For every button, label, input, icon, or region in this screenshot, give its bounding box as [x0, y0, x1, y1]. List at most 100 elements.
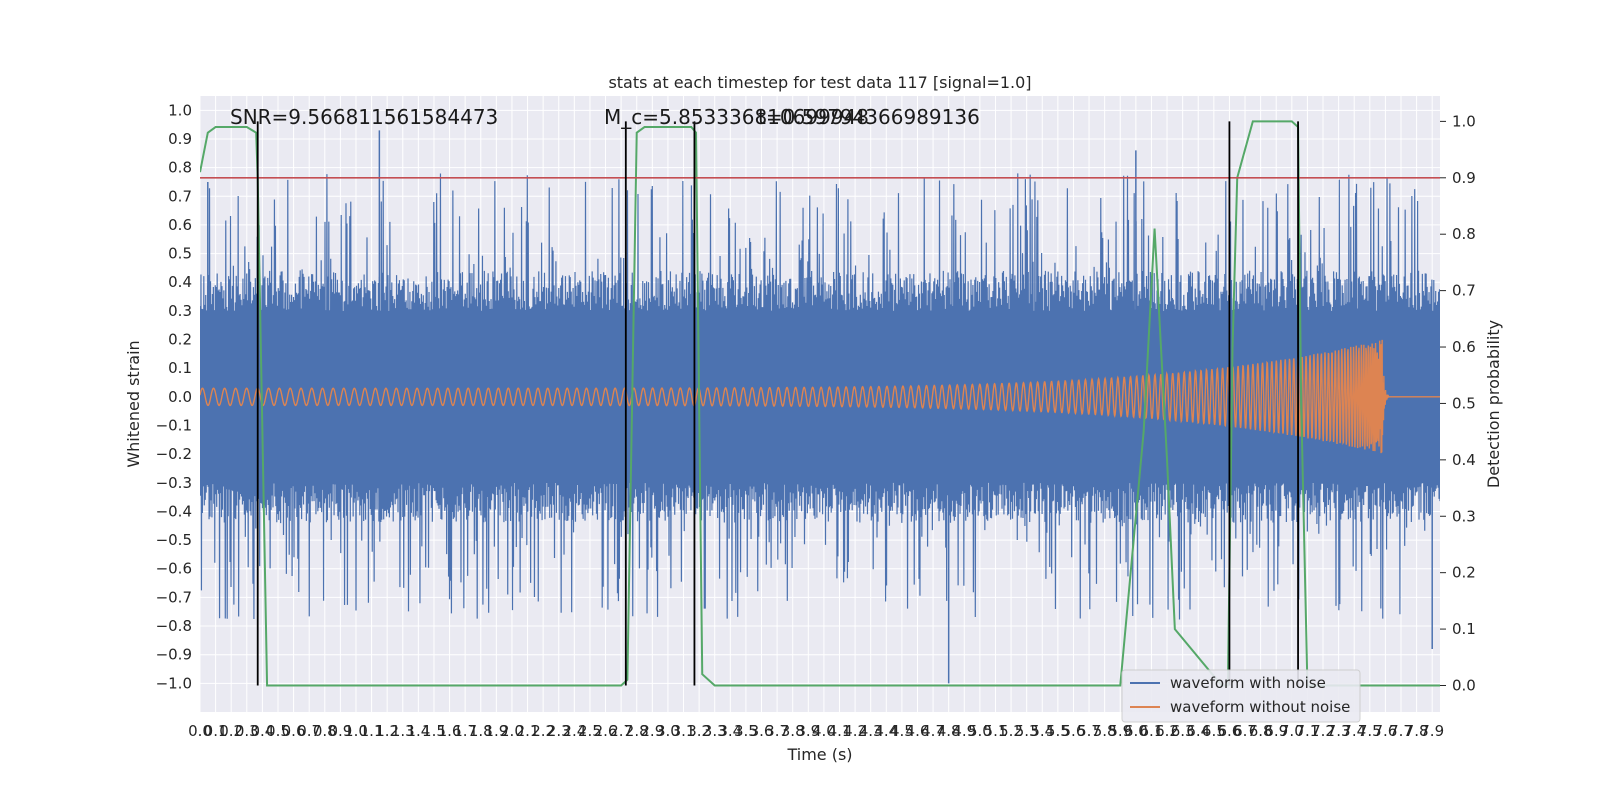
- left-tick-labels: −1.0 −0.9 −0.8 −0.7 −0.6 −0.5 −0.4 −0.3 −0.2 −0.1…: [156, 101, 192, 692]
- x-tick-label: 4.1: [828, 722, 852, 740]
- x-tick-label: 2.9: [640, 722, 664, 740]
- x-tick-label: 4.2: [843, 722, 867, 740]
- x-tick-label: 2.1: [516, 722, 540, 740]
- chirp-mass-annotation: M_c=5.853336810699948: [604, 105, 869, 129]
- right-tick-label: 0.5: [1452, 394, 1476, 412]
- x-tick-label: 2.6: [594, 722, 618, 740]
- left-tick-label: 0.5: [168, 245, 192, 263]
- x-tick-label: 1.7: [453, 722, 477, 740]
- x-tick-label: 5.7: [1077, 722, 1101, 740]
- right-tick-label: 0.4: [1452, 451, 1476, 469]
- right-tick-label: 0.2: [1452, 564, 1476, 582]
- x-tick-label: 1.6: [438, 722, 462, 740]
- left-tick-label: 0.4: [168, 273, 192, 291]
- x-tick-label: 5.8: [1093, 722, 1117, 740]
- x-tick-label: 0.2: [219, 722, 243, 740]
- x-tick-label: 6.2: [1155, 722, 1179, 740]
- left-tick-label: 0.1: [168, 359, 192, 377]
- legend: waveform with noise waveform without noi…: [1121, 669, 1361, 723]
- x-tick-label: 1.2: [375, 722, 399, 740]
- markers-layer: [256, 121, 1299, 686]
- time-annotation: t=0.59794366989136: [758, 105, 980, 129]
- x-tick-label: 2.0: [500, 722, 524, 740]
- x-tick-label: 4.3: [859, 722, 883, 740]
- x-tick-label: 6.0: [1124, 722, 1148, 740]
- x-tick-label: 4.9: [952, 722, 976, 740]
- left-tick-label: −0.3: [156, 474, 192, 492]
- x-tick-label: 7.0: [1280, 722, 1304, 740]
- x-axis-label: Time (s): [786, 745, 852, 764]
- x-tick-label: 2.4: [562, 722, 586, 740]
- left-tick-label: −0.9: [156, 646, 192, 664]
- left-tick-label: 0.0: [168, 388, 192, 406]
- x-tick-label: 4.0: [812, 722, 836, 740]
- chart-title: stats at each timestep for test data 117…: [608, 73, 1031, 92]
- right-tick-labels: 0.0 0.1 0.2 0.3 0.4 0.5 0.6 0.7 0.8 0.9 1.0: [1440, 112, 1476, 694]
- x-tick-label: 7.8: [1405, 722, 1429, 740]
- x-tick-label: 5.0: [968, 722, 992, 740]
- x-tick-label: 5.1: [984, 722, 1008, 740]
- left-tick-label: 0.7: [168, 187, 192, 205]
- x-tick-label: 2.8: [625, 722, 649, 740]
- x-tick-label: 7.3: [1327, 722, 1351, 740]
- right-tick-label: 0.6: [1452, 338, 1476, 356]
- left-tick-label: −0.4: [156, 502, 192, 520]
- left-tick-label: 0.9: [168, 130, 192, 148]
- legend-label-clean: waveform without noise: [1170, 698, 1350, 716]
- x-tick-label: 3.5: [734, 722, 758, 740]
- left-tick-label: −0.7: [156, 588, 192, 606]
- x-tick-label: 7.6: [1373, 722, 1397, 740]
- x-tick-label: 4.6: [906, 722, 930, 740]
- x-tick-label: 1.9: [484, 722, 508, 740]
- x-tick-label: 7.9: [1420, 722, 1444, 740]
- x-tick-label: 0.0: [188, 722, 212, 740]
- right-axis-label: Detection probability: [1484, 320, 1503, 488]
- x-tick-label: 6.7: [1233, 722, 1257, 740]
- right-tick-label: 0.9: [1452, 169, 1476, 187]
- x-tick-label: 5.3: [1015, 722, 1039, 740]
- x-tick-label: 3.0: [656, 722, 680, 740]
- x-tick-label: 3.2: [687, 722, 711, 740]
- x-tick-label: 0.5: [266, 722, 290, 740]
- x-tick-label: 4.7: [921, 722, 945, 740]
- x-tick-label: 4.8: [937, 722, 961, 740]
- x-tick-label: 7.4: [1342, 722, 1366, 740]
- x-tick-label: 6.6: [1218, 722, 1242, 740]
- right-tick-label: 0.0: [1452, 676, 1476, 694]
- x-tick-label: 0.4: [250, 722, 274, 740]
- left-tick-label: 0.6: [168, 216, 192, 234]
- annotations: SNR=9.566811561584473 M_c=5.853336810699…: [230, 105, 980, 129]
- left-tick-label: 1.0: [168, 101, 192, 119]
- x-tick-label: 2.3: [547, 722, 571, 740]
- right-tick-label: 1.0: [1452, 112, 1476, 130]
- right-tick-label: 0.1: [1452, 620, 1476, 638]
- x-tick-label: 0.7: [297, 722, 321, 740]
- x-tick-label: 3.7: [765, 722, 789, 740]
- x-tick-label: 1.5: [422, 722, 446, 740]
- series-detection-probability: [200, 120, 1440, 687]
- x-tick-label: 6.1: [1140, 722, 1164, 740]
- x-tick-label: 6.4: [1186, 722, 1210, 740]
- x-tick-label: 3.9: [796, 722, 820, 740]
- x-tick-label: 4.5: [890, 722, 914, 740]
- x-tick-label: 0.9: [328, 722, 352, 740]
- snr-annotation: SNR=9.566811561584473: [230, 105, 498, 129]
- x-tick-label: 5.6: [1062, 722, 1086, 740]
- series-waveform-without-noise: [200, 339, 1440, 454]
- series-layer: [200, 120, 1440, 687]
- left-tick-label: −0.2: [156, 445, 192, 463]
- left-tick-label: −1.0: [156, 674, 192, 692]
- x-tick-label: 2.5: [578, 722, 602, 740]
- x-tick-label: 1.1: [360, 722, 384, 740]
- x-tick-label: 1.4: [406, 722, 430, 740]
- x-tick-label: 5.9: [1108, 722, 1132, 740]
- x-tick-label: 7.7: [1389, 722, 1413, 740]
- x-tick-label: 2.2: [531, 722, 555, 740]
- left-tick-label: 0.2: [168, 331, 192, 349]
- left-tick-label: −0.6: [156, 560, 192, 578]
- x-tick-label: 6.9: [1264, 722, 1288, 740]
- x-tick-label: 6.3: [1171, 722, 1195, 740]
- x-tick-label: 3.6: [750, 722, 774, 740]
